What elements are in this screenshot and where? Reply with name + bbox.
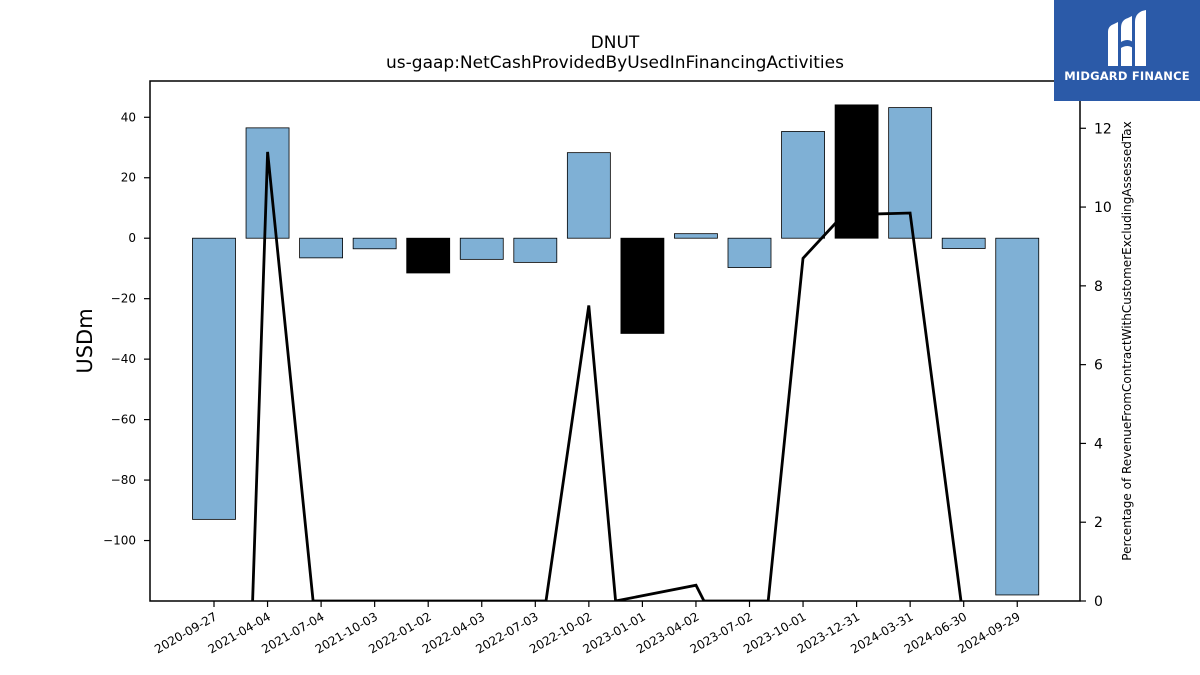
x-axis: 2020-09-272021-04-042021-07-042021-10-03… [152,601,1023,656]
y2-axis-label: Percentage of RevenueFromContractWithCus… [1120,121,1134,560]
y-tick-label: −80 [111,473,136,487]
bar-2022-01-02 [406,237,451,274]
chart-subtitle: us-gaap:NetCashProvidedByUsedInFinancing… [386,53,844,73]
bar-2022-07-03 [513,237,558,263]
bar-2022-04-03 [459,237,504,260]
y-tick-label: 20 [121,171,136,185]
bar-2023-04-02 [674,233,718,239]
midgard-logo-icon [1108,10,1146,66]
y-tick-label: −60 [111,413,136,427]
bar-2020-09-27 [192,237,236,520]
bar-2021-07-04 [299,237,344,259]
line-series [251,151,963,601]
bar-2024-06-30 [941,237,986,249]
brand-logo: MIDGARD FINANCE [1054,0,1200,101]
y2-tick-label: 6 [1094,358,1103,374]
y2-tick-label: 10 [1094,200,1112,216]
y-axis: −100 −80 −60 −40 −20 0 20 40 [103,110,150,548]
y-axis-label: USDm [73,308,97,373]
bar-2023-07-02 [727,237,772,268]
y-tick-label: −40 [111,352,136,366]
chart-title: DNUT [591,33,640,53]
y2-tick-label: 8 [1094,279,1103,295]
y2-tick-label: 12 [1094,121,1112,137]
y2-tick-label: 4 [1094,436,1103,452]
line-layer [251,151,963,601]
y2-tick-label: 2 [1094,515,1103,531]
bar-2024-03-31 [888,107,933,239]
bar-2024-09-29 [995,237,1040,596]
bars-layer [192,104,1040,596]
plot-frame [149,80,1081,602]
bar-2023-10-01 [781,131,825,239]
bar-2023-01-01 [620,237,665,334]
y-tick-label: −20 [111,292,136,306]
y-tick-label: −100 [103,534,136,548]
y2-axis: 0 2 4 6 8 10 12 [1080,121,1112,610]
bar-2022-10-02 [566,152,611,239]
y-tick-label: 40 [121,110,136,124]
bar-2021-10-03 [352,237,397,250]
y2-tick-label: 0 [1094,594,1103,610]
logo-text: MIDGARD FINANCE [1064,69,1190,83]
y-tick-label: 0 [128,231,136,245]
